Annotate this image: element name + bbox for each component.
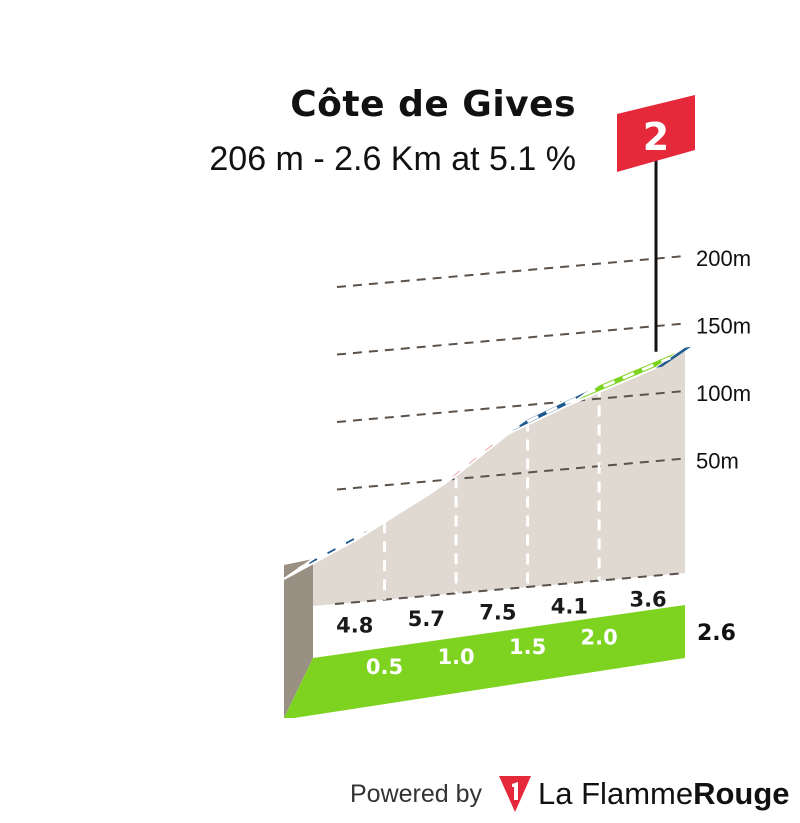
altitude-gridline <box>336 390 686 423</box>
altitude-tick-label: 200m <box>696 246 751 271</box>
distance-label: 2.0 <box>581 625 618 649</box>
climb-title: Côte de Gives <box>290 84 576 125</box>
route-centerline <box>297 356 672 571</box>
profile-wall <box>313 347 685 606</box>
brand-name-part2: Rouge <box>693 776 790 811</box>
segment-gradient-label: 7.5 <box>479 601 516 625</box>
profile-side-face <box>284 559 313 718</box>
category-flag <box>617 95 695 172</box>
baseline-gridline <box>334 572 686 606</box>
altitude-tick-label: 150m <box>696 314 751 339</box>
altitude-gridline <box>336 457 686 491</box>
segment-gradient-label: 5.7 <box>408 607 445 631</box>
brand-name-part1: La Flamme <box>538 776 694 811</box>
powered-by-label: Powered by <box>350 779 483 808</box>
distance-label: 1.5 <box>509 635 546 659</box>
altitude-gridline <box>336 322 686 356</box>
category-flag-label: 2 <box>643 115 669 159</box>
distance-label: 1.0 <box>437 645 474 669</box>
flame-logo-icon <box>499 776 532 812</box>
distance-label: 0.5 <box>366 655 403 679</box>
distance-base-strip <box>284 605 685 718</box>
total-distance-label: 2.6 <box>697 621 736 646</box>
segment-gradient-label: 4.1 <box>551 594 588 618</box>
altitude-tick-label: 50m <box>696 449 739 474</box>
segment-gradient-label: 4.8 <box>336 613 373 637</box>
altitude-gridline <box>336 255 686 288</box>
profile-summit-cap <box>656 346 691 368</box>
altitude-tick-label: 100m <box>696 381 751 406</box>
climb-subtitle: 206 m - 2.6 Km at 5.1 % <box>209 140 576 178</box>
powered-by-footer: Powered by La Flamme Rouge <box>350 772 790 816</box>
segment-gradient-label: 3.6 <box>629 587 666 611</box>
